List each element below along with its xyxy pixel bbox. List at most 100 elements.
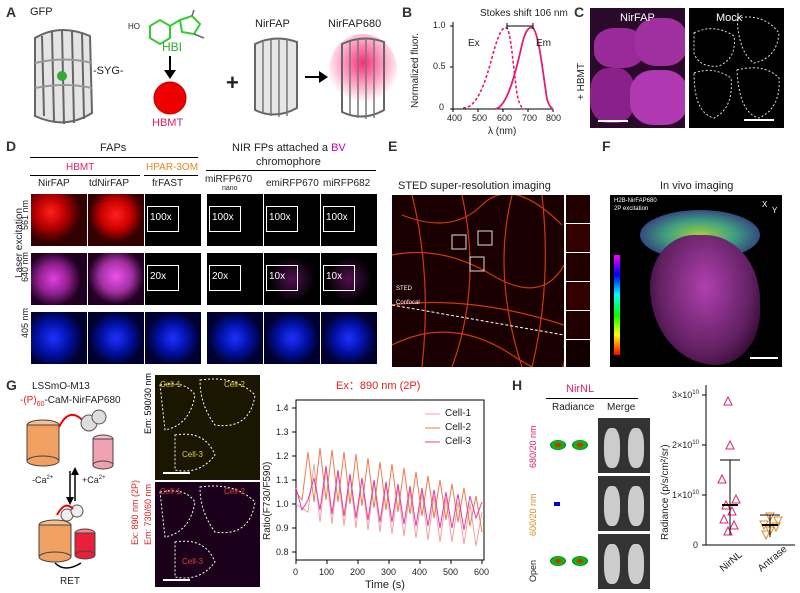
ratio-ytick-1.1: 1.1 <box>276 475 289 485</box>
xtick-800: 800 <box>546 113 562 123</box>
hbmt-side-label: + HBMT <box>576 63 587 100</box>
cell1-label-bottom: Cell-1 <box>160 487 181 496</box>
xtick-600: 600 <box>497 113 513 123</box>
ratio-xtick-100: 100 <box>319 567 335 577</box>
ratio-plot <box>292 399 485 564</box>
hbmt-label: HBMT <box>152 117 184 129</box>
nirfap680-glowing-barrel <box>329 34 397 119</box>
y-axis-indicator: Y <box>772 206 778 215</box>
merge-open <box>598 534 650 589</box>
ratio-plot-title: Ex：890 nm (2P) <box>336 380 421 392</box>
panel-c-label: C <box>574 4 585 20</box>
x-axis-indicator: X <box>762 200 768 209</box>
nirfap680-label: NirFAP680 <box>328 18 382 30</box>
scatter-ytick-2: 2×1010 <box>672 440 699 450</box>
legend-cell-1: Cell-1 <box>445 408 472 419</box>
nirfap-label: NirFAP <box>255 18 290 30</box>
tile-561-mirfp670: 100x <box>206 193 264 247</box>
h2b-label: H2B-NirFAP680 <box>614 198 657 204</box>
nirfap-title: NirFAP <box>620 12 655 24</box>
ex-890-label: Ex: 890 nm (2P) <box>130 479 140 545</box>
invivo-title: In vivo imaging <box>660 180 734 192</box>
hbi-label: HBI <box>162 40 183 54</box>
ratio-xtick-200: 200 <box>350 567 366 577</box>
plus-ca-label: +Ca2+ <box>82 475 106 485</box>
confocal-label: Confocal <box>396 300 420 306</box>
gfp-barrel-illustration <box>34 29 94 125</box>
nirfap-barrel-illustration <box>254 37 298 117</box>
x-axis-label: λ (nm) <box>488 126 517 137</box>
tile-561-emirfp670: 100x <box>263 193 321 247</box>
legend-cell-2: Cell-2 <box>445 422 472 433</box>
ex-label: Ex <box>468 38 480 49</box>
tile-405-mirfp682 <box>320 311 378 365</box>
hbmt-dot-icon <box>153 81 187 115</box>
ratio-ytick-1.4: 1.4 <box>276 403 289 413</box>
radiance-col: Radiance <box>552 402 595 413</box>
em-label: Em <box>536 38 551 49</box>
panel-f-label: F <box>602 138 611 154</box>
gfp-label: GFP <box>30 6 53 18</box>
tile-405-tdnirfap <box>87 311 145 365</box>
cell-image-590 <box>155 375 260 480</box>
sted-image <box>392 195 564 367</box>
radiance-scatter <box>702 385 795 546</box>
ratio-ytick-0.9: 0.9 <box>276 523 289 533</box>
nirnl-points <box>717 395 741 536</box>
ratio-ytick-1.3: 1.3 <box>276 427 289 437</box>
series-cell-3 <box>295 465 483 531</box>
tile-640-mirfp682: 10x <box>320 252 378 306</box>
faps-header: FAPs <box>100 142 127 154</box>
cell2-label-bottom: Cell-2 <box>224 487 245 496</box>
ret-label: RET <box>60 576 80 587</box>
ratio-xtick-400: 400 <box>412 567 428 577</box>
sensor-schematic <box>26 409 114 569</box>
row-640: 640 nm <box>20 251 30 282</box>
construct-line1: LSSmO-M13 <box>32 381 90 392</box>
radiance-open <box>546 534 592 589</box>
ratio-x-label: Time (s) <box>365 579 405 591</box>
xtick-500: 500 <box>472 113 488 123</box>
merge-600 <box>598 476 650 531</box>
sted-title: STED super-resolution imaging <box>398 180 551 192</box>
sted-label: STED <box>396 286 413 292</box>
ytick-05: 0.5 <box>433 61 446 71</box>
right-arrow-icon <box>305 71 328 83</box>
em-730-label: Em: 730/60 nm <box>143 483 153 545</box>
row-405: 405 nm <box>20 307 30 338</box>
col-nano-sub: nano <box>222 185 238 192</box>
tile-561-frfast: 100x <box>144 193 202 247</box>
cell3-label-top: Cell-3 <box>182 450 203 459</box>
merge-680 <box>598 418 650 473</box>
col-tdnirfap: tdNirFAP <box>89 178 130 189</box>
2p-label: 2P excitation <box>614 206 649 212</box>
tile-640-tdnirfap <box>87 252 145 306</box>
tile-405-nirfap <box>30 311 88 365</box>
ytick-0: 0 <box>439 102 445 112</box>
tile-405-mirfp670 <box>206 311 264 365</box>
ratio-ytick-1.2: 1.2 <box>276 451 289 461</box>
panel-b-label: B <box>402 4 413 20</box>
ratio-xtick-300: 300 <box>381 567 397 577</box>
mock-title: Mock <box>716 12 743 24</box>
tile-405-emirfp670 <box>263 311 321 365</box>
panel-e-label: E <box>388 138 398 154</box>
hbi-structure <box>149 9 205 46</box>
spectrum-xticks <box>452 109 554 112</box>
legend-cell-3: Cell-3 <box>445 436 472 447</box>
merge-col: Merge <box>607 402 636 413</box>
xtick-400: 400 <box>447 113 463 123</box>
panel-h-label: H <box>512 377 523 393</box>
radiance-600 <box>546 476 592 531</box>
ratio-ytick-1.0: 1.0 <box>276 499 289 509</box>
row-open: Open <box>528 559 538 582</box>
col-emirfp670: emiRFP670 <box>266 178 319 189</box>
tile-640-mirfp670: 20x <box>206 252 264 306</box>
panel-d-label: D <box>6 138 17 154</box>
stokes-shift-label: Stokes shift 106 nm <box>480 8 568 19</box>
tile-640-nirfap <box>30 252 88 306</box>
spectrum-chart <box>450 22 554 112</box>
scatter-y-label: Radiance (p/s/cm²/sr) <box>660 444 671 540</box>
ratio-ytick-0.8: 0.8 <box>276 547 289 557</box>
tile-640-frfast: 20x <box>144 252 202 306</box>
